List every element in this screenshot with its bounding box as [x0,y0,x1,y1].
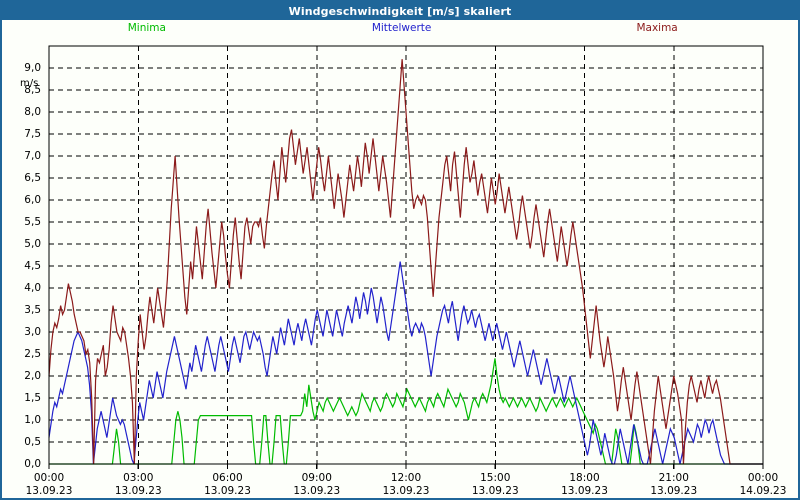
y-axis-tick-label: 4,5 [24,260,41,272]
plot-area: m/s 9,0 8,5 8,0 7,5 7,0 6,5 6,0 5,5 5,0 4,5 4,0 3,5… [2,38,798,498]
y-axis-unit-label: m/s [20,78,39,89]
x-axis-tick-date: 14.09.23 [739,484,787,497]
y-axis-tick-label: 5,5 [24,216,41,228]
window-title: Windgeschwindigkeit [m/s] skaliert [288,4,512,18]
y-axis-tick-label: 0,0 [24,458,41,470]
x-axis-tick-time: 18:00 [569,472,600,484]
chart-canvas [48,45,764,469]
y-axis-tick-label: 4,0 [24,282,41,294]
x-axis-tick-date: 13.09.23 [471,484,519,497]
y-axis-tick-label: 3,0 [24,326,41,338]
x-axis-tick-time: 21:00 [658,472,689,484]
y-axis-tick-label: 1,0 [24,414,41,426]
y-axis-tick-label: 2,5 [24,348,41,360]
y-axis-tick-label: 6,0 [24,194,41,206]
legend-item-maxima: Maxima [636,22,678,34]
x-axis-tick-date: 13.09.23 [382,484,430,497]
series-line-maxima [48,59,763,465]
x-axis-tick-label: 12:00 13.09.23 [383,472,430,497]
x-axis-tick-date: 13.09.23 [114,484,162,497]
x-axis-tick-time: 06:00 [212,472,243,484]
x-axis-tick-time: 15:00 [480,472,511,484]
x-axis-tick-time: 00:00 [33,472,65,484]
x-axis-tick-time: 09:00 [301,472,332,484]
x-axis-tick-date: 13.09.23 [204,484,251,497]
y-axis-tick-label: 6,5 [24,172,41,184]
x-axis-tick-date: 13.09.23 [650,484,698,497]
x-axis-tick-time: 12:00 [390,472,422,484]
x-axis-tick-label: 18:00 13.09.23 [561,472,608,497]
x-axis-tick-label: 06:00 13.09.23 [204,472,251,497]
legend-item-mittelwerte: Mittelwerte [371,22,432,34]
x-axis-tick-label: 09:00 13.09.23 [293,472,340,497]
x-axis-tick-label: 03:00 13.09.23 [115,472,162,497]
y-axis-tick-label: 2,0 [24,370,41,382]
x-axis-tick-date: 13.09.23 [293,484,341,497]
window-titlebar: Windgeschwindigkeit [m/s] skaliert [2,2,798,20]
x-axis-tick-label: 00:00 13.09.23 [26,472,73,497]
y-axis-tick-label: 1,5 [24,392,41,404]
y-axis-tick-label: 7,0 [24,150,41,162]
x-axis-tick-time: 03:00 [123,472,154,484]
x-axis-tick-date: 13.09.23 [561,484,608,497]
y-axis-tick-label: 8,5 [24,84,41,96]
y-axis-tick-label: 8,0 [24,106,41,118]
chart-legend: Minima Mittelwerte Maxima [2,22,798,38]
x-axis-tick-date: 13.09.23 [25,484,73,497]
x-axis-tick-time: 00:00 [747,472,779,484]
legend-item-minima: Minima [127,22,166,34]
y-axis-tick-label: 7,5 [24,128,41,140]
x-axis-tick-label: 00:00 14.09.23 [740,472,787,497]
x-axis-tick-label: 21:00 13.09.23 [650,472,697,497]
y-axis-tick-label: 5,0 [24,238,41,250]
x-axis-tick-label: 15:00 13.09.23 [472,472,519,497]
y-axis-tick-label: 9,0 [24,62,41,74]
y-axis-tick-label: 3,5 [24,304,41,316]
y-axis-tick-label: 0,5 [24,436,41,448]
